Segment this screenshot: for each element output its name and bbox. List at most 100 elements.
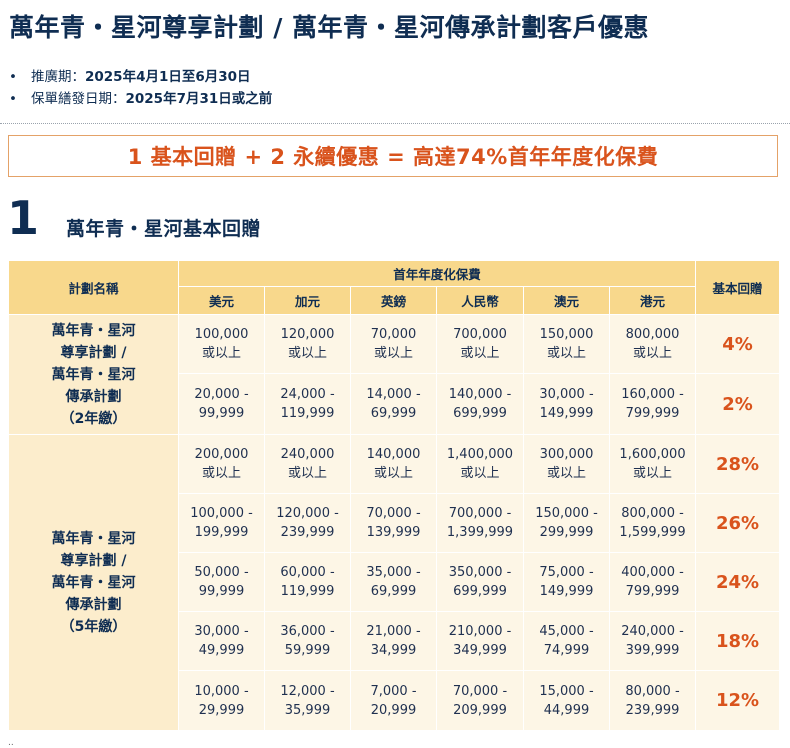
premium-range-cell: 140,000 或以上 <box>350 434 437 494</box>
currency-header: 人民幣 <box>436 286 524 315</box>
premium-range-cell: 100,000 - 199,999 <box>178 493 265 553</box>
footnote-mark: .. <box>8 738 14 748</box>
premium-range-line: 34,999 <box>370 643 417 658</box>
premium-range-cell: 70,000 - 209,999 <box>436 670 524 731</box>
table-row: 100,000 - 199,999 120,000 - 239,999 70,000 -… <box>9 493 781 553</box>
premium-range-line: 800,000 <box>625 327 680 342</box>
rebate-percent: 12% <box>695 670 781 731</box>
premium-range-line: 100,000 <box>194 327 249 342</box>
plan-name-line: 萬年青・星河 <box>51 574 136 591</box>
premium-range-line: 75,000 - <box>539 565 594 580</box>
premium-range-cell: 210,000 - 349,999 <box>436 611 524 671</box>
header-rebate: 基本回贈 <box>695 260 781 315</box>
premium-range-cell: 80,000 - 239,999 <box>608 670 697 731</box>
offer-banner: 1 基本回贈 + 2 永續優惠 = 高達74%首年年度化保費 <box>8 135 778 177</box>
issue-date-label: 保單繕發日期： <box>31 91 126 107</box>
premium-range-cell: 350,000 - 699,999 <box>436 552 524 612</box>
premium-range-line: 300,000 <box>539 447 594 462</box>
premium-range-line: 120,000 <box>280 327 335 342</box>
premium-range-line: 15,000 - <box>539 683 594 699</box>
premium-range-cell: 15,000 - 44,999 <box>523 670 610 731</box>
dotted-divider <box>0 123 790 124</box>
premium-range-line: 699,999 <box>453 584 507 599</box>
premium-range-line: 140,000 <box>366 447 421 462</box>
premium-range-cell: 800,000 或以上 <box>608 314 697 374</box>
header-plan-name: 計劃名稱 <box>8 260 179 315</box>
premium-range-line: 209,999 <box>453 702 507 718</box>
premium-range-line: 或以上 <box>460 466 500 481</box>
premium-range-line: 10,000 - <box>194 683 249 699</box>
premium-range-cell: 20,000 - 99,999 <box>178 373 265 435</box>
table-row: 50,000 - 99,999 60,000 - 119,999 35,000 - 69,… <box>9 552 781 612</box>
plan-name-line: （5年繳） <box>60 618 127 635</box>
premium-range-cell: 150,000 - 299,999 <box>523 493 610 553</box>
premium-range-line: 80,000 - <box>625 683 680 699</box>
premium-range-line: 239,999 <box>280 525 335 540</box>
premium-range-line: 70,000 <box>370 327 417 342</box>
premium-range-line: 350,000 - <box>448 565 512 580</box>
premium-range-line: 或以上 <box>373 466 413 481</box>
premium-range-line: 70,000 - <box>366 506 421 521</box>
plan-name-line: 尊享計劃 / <box>60 552 127 569</box>
table-row: 30,000 - 49,999 36,000 - 59,999 21,000 - 34,9… <box>9 611 781 671</box>
premium-range-line: 99,999 <box>198 584 245 599</box>
premium-range-line: 45,000 - <box>539 624 594 639</box>
premium-range-cell: 75,000 - 149,999 <box>523 552 610 612</box>
premium-range-cell: 36,000 - 59,999 <box>264 611 351 671</box>
premium-range-line: 或以上 <box>546 346 586 361</box>
rebate-percent: 4% <box>695 314 781 374</box>
plan-name-line: 萬年青・星河 <box>51 530 136 547</box>
premium-range-cell: 60,000 - 119,999 <box>264 552 351 612</box>
table-row: 20,000 - 99,999 24,000 - 119,999 14,000 - 69,… <box>9 373 781 435</box>
table-body: 萬年青・星河 尊享計劃 / 萬年青・星河 傳承計劃 （2年繳） 100,000 或以上 120… <box>8 314 781 731</box>
currency-header: 美元 <box>178 286 265 315</box>
premium-range-line: 70,000 - <box>452 683 508 699</box>
premium-range-line: 1,600,000 <box>619 447 686 462</box>
section-title: 萬年青・星河基本回贈 <box>66 218 262 240</box>
premium-range-line: 160,000 - <box>621 387 684 402</box>
premium-range-line: 50,000 - <box>194 565 249 580</box>
premium-range-line: 或以上 <box>633 346 673 361</box>
premium-range-line: 14,000 - <box>366 387 421 402</box>
rebate-table: 計劃名稱 首年年度化保費 基本回贈 美元 加元 英鎊 人民幣 澳元 港元 萬年青・星河 尊享… <box>8 260 781 731</box>
premium-range-cell: 70,000 或以上 <box>350 314 437 374</box>
premium-range-cell: 21,000 - 34,999 <box>350 611 437 671</box>
plan-name-line: 萬年青・星河 <box>51 366 136 383</box>
plan-name-line: 尊享計劃 / <box>60 344 127 361</box>
premium-range-line: 150,000 - <box>535 506 598 521</box>
plan-name-line: 萬年青・星河 <box>51 322 136 339</box>
rebate-percent: 26% <box>695 493 781 553</box>
premium-range-line: 20,000 - <box>194 387 249 402</box>
premium-range-line: 139,999 <box>366 525 421 540</box>
premium-range-cell: 700,000 - 1,399,999 <box>436 493 524 553</box>
premium-range-cell: 35,000 - 69,999 <box>350 552 437 612</box>
premium-range-cell: 150,000 或以上 <box>523 314 610 374</box>
premium-range-line: 36,000 - <box>280 624 335 639</box>
plan-name-line: 傳承計劃 <box>65 388 122 405</box>
premium-range-line: 140,000 - <box>448 387 512 402</box>
currency-header-row: 美元 加元 英鎊 人民幣 澳元 港元 <box>9 286 780 315</box>
premium-range-line: 1,400,000 <box>446 447 514 462</box>
premium-range-cell: 30,000 - 49,999 <box>178 611 265 671</box>
premium-range-line: 29,999 <box>198 702 245 718</box>
premium-range-cell: 800,000 - 1,599,999 <box>608 493 697 553</box>
premium-range-line: 239,999 <box>625 702 680 718</box>
currency-header: 港元 <box>608 286 697 315</box>
rebate-percent: 2% <box>695 373 781 435</box>
rebate-percent: 24% <box>695 552 781 612</box>
premium-range-line: 35,000 - <box>366 565 421 580</box>
premium-range-line: 799,999 <box>625 406 680 421</box>
premium-range-cell: 120,000 - 239,999 <box>264 493 351 553</box>
premium-range-line: 210,000 - <box>448 624 512 639</box>
premium-range-cell: 70,000 - 139,999 <box>350 493 437 553</box>
plan-name-line: 傳承計劃 <box>65 596 122 613</box>
premium-range-cell: 240,000 或以上 <box>264 434 351 494</box>
premium-range-line: 1,599,999 <box>619 525 686 540</box>
issue-date-value: 2025年7月31日或之前 <box>125 91 273 107</box>
promo-period: • 推廣期：2025年4月1日至6月30日 <box>9 66 272 88</box>
premium-range-line: 或以上 <box>373 346 413 361</box>
premium-range-cell: 30,000 - 149,999 <box>523 373 610 435</box>
header-premium: 首年年度化保費 <box>177 260 697 287</box>
promo-period-value: 2025年4月1日至6月30日 <box>85 69 251 85</box>
premium-range-cell: 10,000 - 29,999 <box>178 670 265 731</box>
